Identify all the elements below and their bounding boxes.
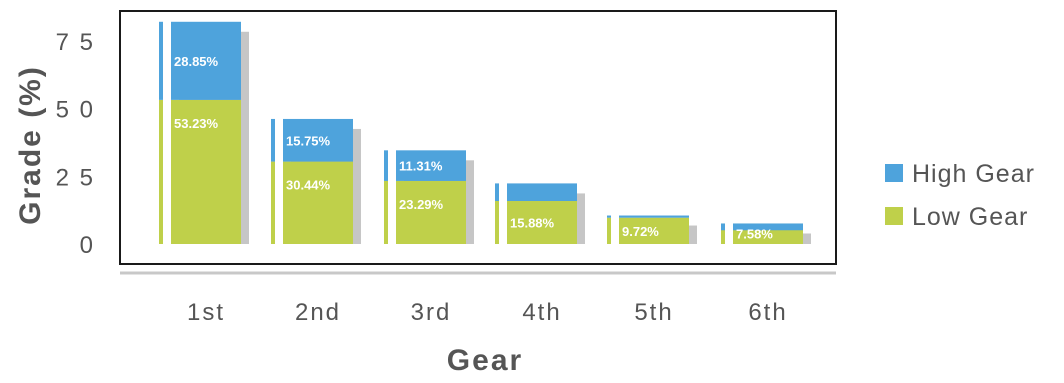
bar-sliver-high (159, 21, 163, 100)
legend: High Gear Low Gear (885, 160, 1035, 231)
legend-swatch (885, 164, 903, 182)
bar-sliver-low (159, 99, 163, 244)
y-tick-label: 7 5 (56, 29, 95, 56)
bar-sliver-high (384, 150, 388, 181)
bar-sliver-high (495, 183, 499, 202)
x-tick-label: 6th (748, 299, 787, 326)
data-label-high: 28.85% (174, 54, 219, 69)
bar-sliver-low (721, 223, 725, 244)
bar-high-gear (283, 118, 353, 162)
y-tick-label: 5 0 (56, 97, 95, 124)
y-axis-title: Grade (%) (14, 65, 47, 225)
data-label-low: 30.44% (286, 178, 331, 193)
data-labels-group: 28.85% 53.23% 15.75% 30.44% 11.31% 23.29% 15.8… (174, 54, 773, 242)
x-axis: 1st 2nd 3rd 4th 5th 6th (187, 299, 787, 326)
x-tick-label: 2nd (295, 299, 341, 326)
bar-high-gear (396, 150, 466, 181)
bar-high-gear (507, 183, 577, 202)
legend-label: Low Gear (912, 203, 1028, 231)
bar-low-gear (619, 217, 689, 244)
data-label-high: 11.31% (399, 159, 443, 174)
bar-sliver-high (721, 223, 725, 231)
y-tick-label: 2 5 (56, 164, 95, 191)
bar-sliver-low (607, 217, 611, 244)
x-axis-title: Gear (447, 344, 523, 377)
bar-high-gear (733, 223, 803, 231)
bar-low-gear (507, 201, 577, 244)
bar-sliver-low (384, 180, 388, 244)
x-tick-label: 4th (522, 299, 561, 326)
bars-group (159, 21, 811, 244)
legend-swatch (885, 207, 903, 225)
plot-frame (119, 10, 837, 265)
data-label-high: 15.75% (286, 133, 331, 148)
x-tick-label: 3rd (411, 299, 452, 326)
bar-sliver-low (495, 201, 499, 244)
bar-high-gear (619, 215, 689, 218)
data-label-low: 15.88% (510, 216, 555, 231)
bar-sliver-high (607, 215, 611, 218)
data-label-low: 9.72% (622, 224, 659, 239)
bar-low-gear (396, 180, 466, 244)
bar-low-gear (171, 99, 241, 244)
bar-low-gear (283, 161, 353, 244)
x-tick-label: 1st (187, 299, 225, 326)
data-label-low: 23.29% (399, 197, 444, 212)
x-tick-label: 5th (634, 299, 673, 326)
y-tick-label: 0 (80, 232, 95, 259)
data-label-low: 53.23% (174, 116, 219, 131)
y-axis: 0 2 5 5 0 7 5 (56, 29, 95, 259)
bar-sliver-high (271, 118, 275, 162)
bar-high-gear (171, 21, 241, 100)
legend-label: High Gear (912, 160, 1035, 188)
data-label-low: 7.58% (736, 226, 773, 241)
bar-sliver-low (271, 161, 275, 244)
